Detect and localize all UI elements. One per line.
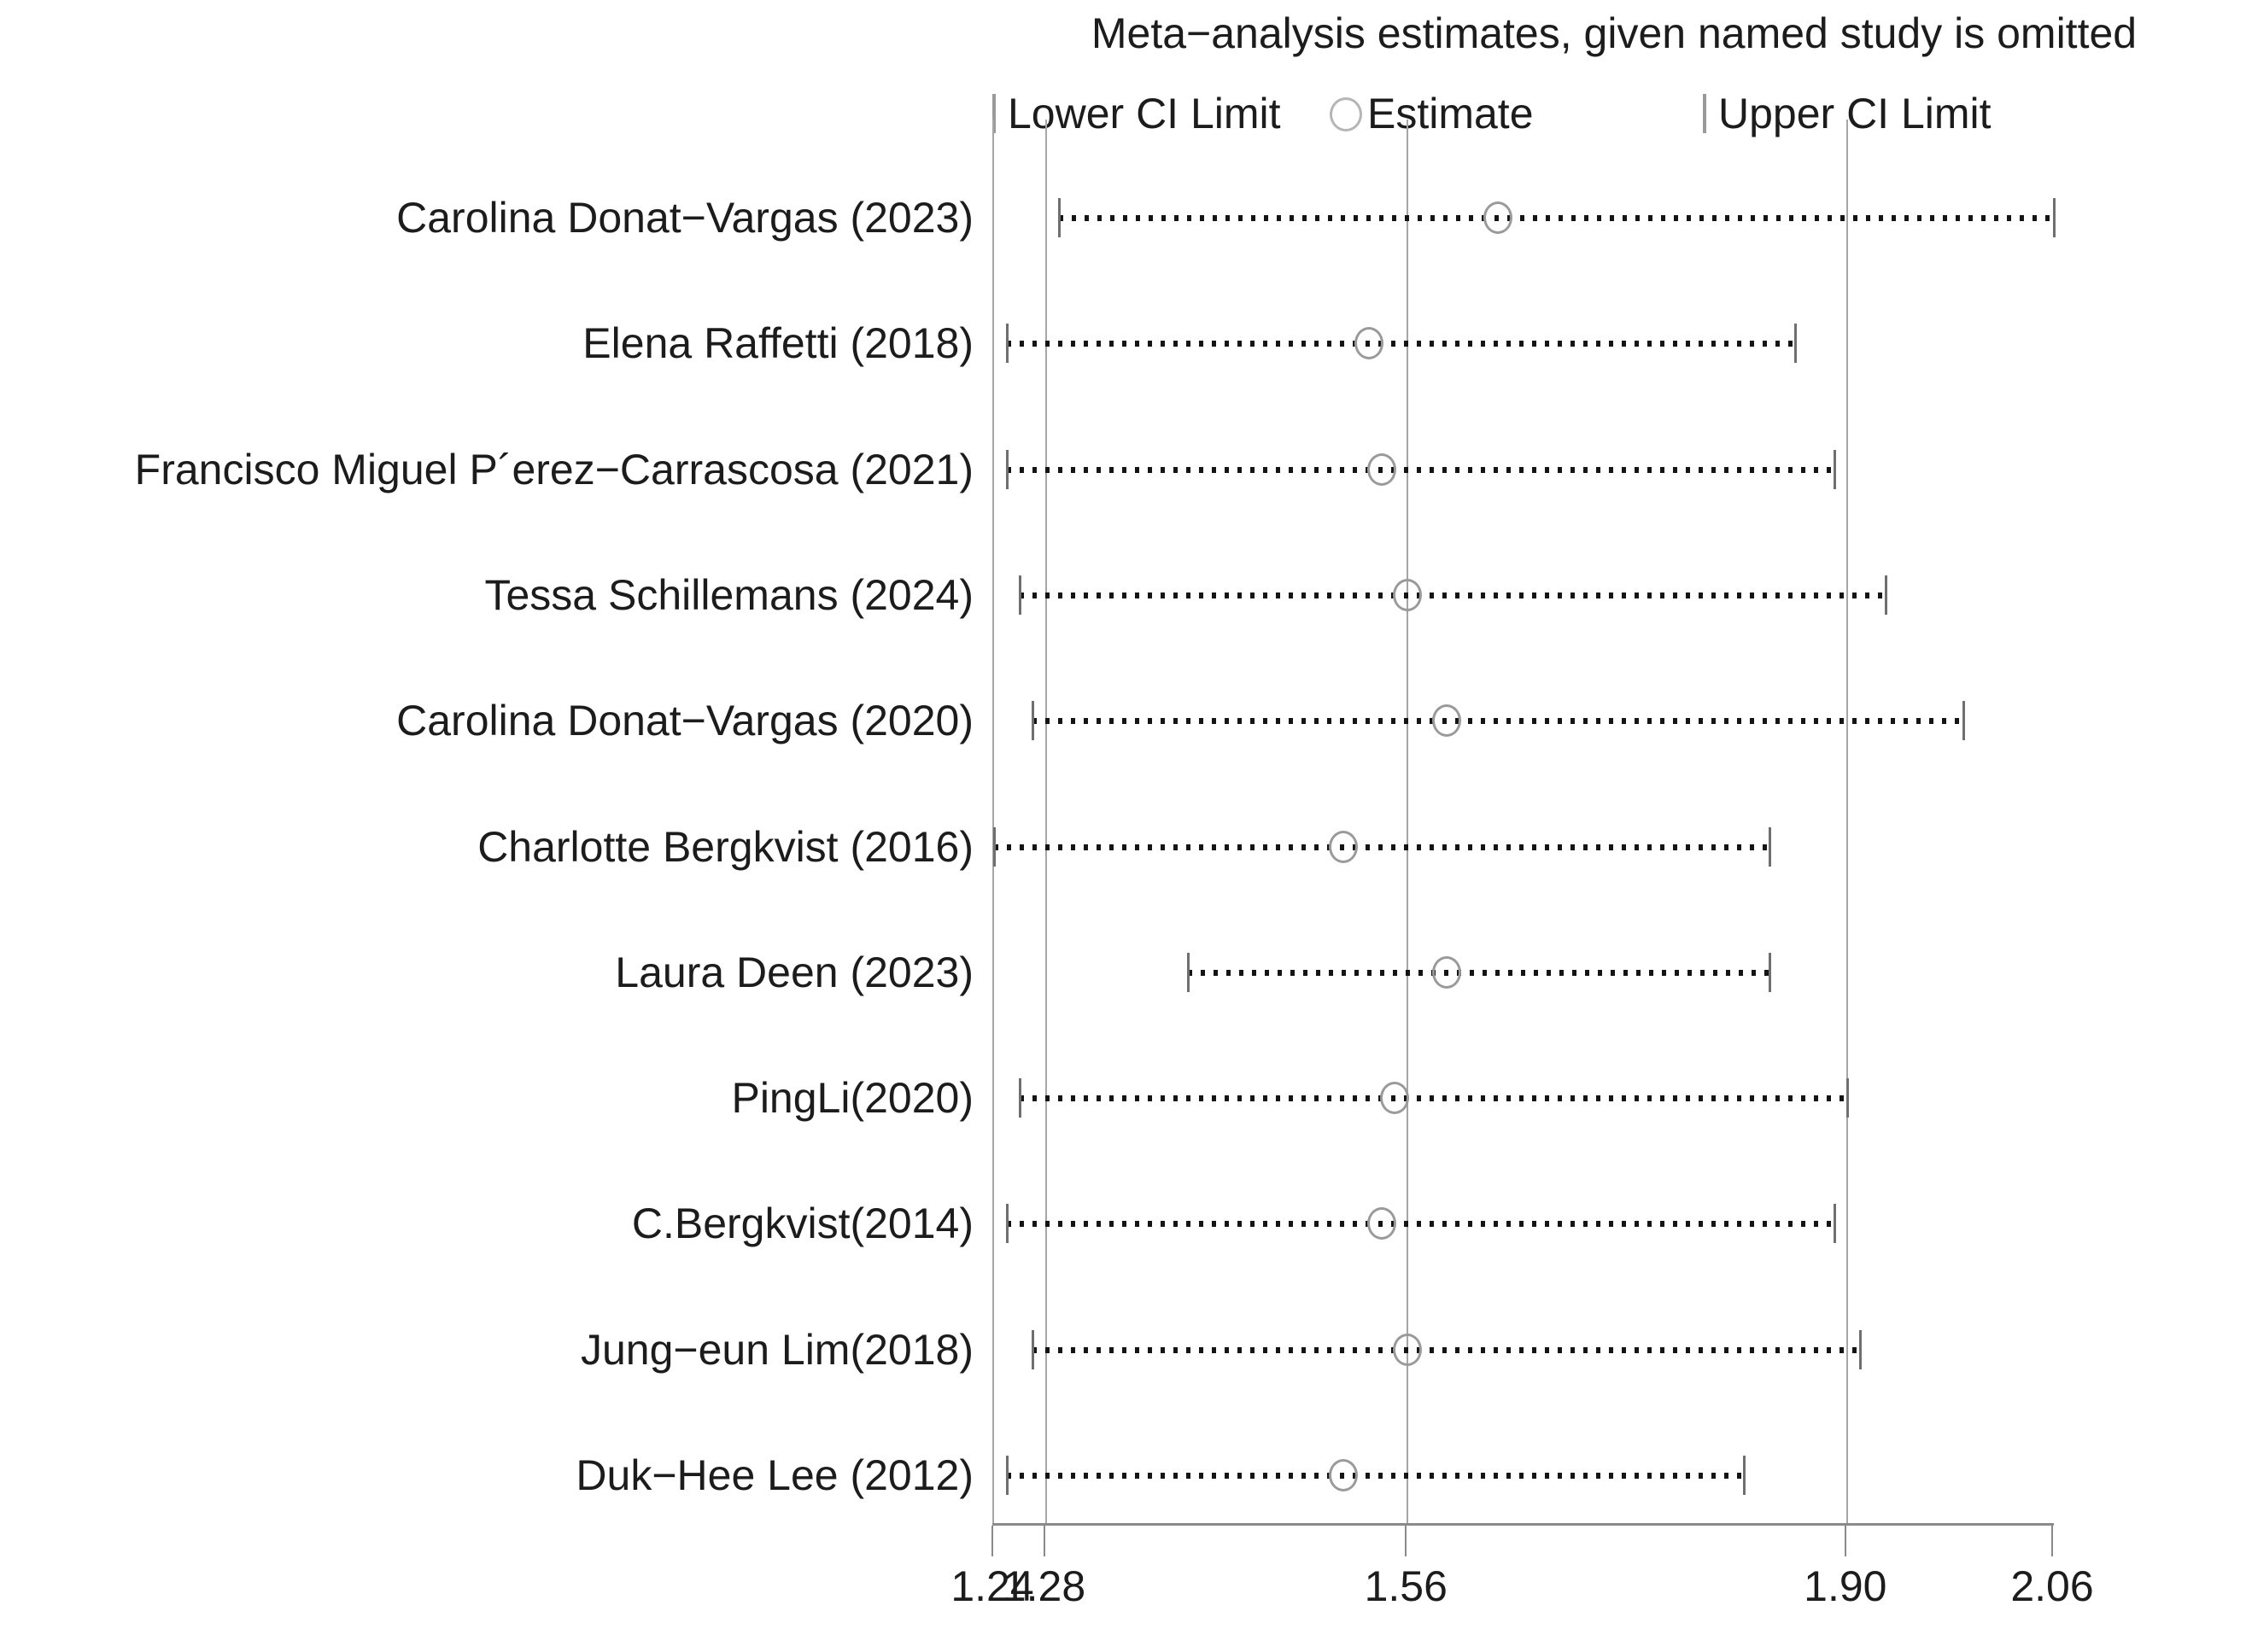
ci-cap-lower <box>1006 1204 1009 1244</box>
ci-cap-lower <box>993 826 996 867</box>
study-label: Charlotte Bergkvist (2016) <box>477 822 974 871</box>
x-axis-tick-label: 1.24 <box>950 1562 1034 1610</box>
reference-line-estimate <box>1407 120 1409 1523</box>
study-label: Carolina Donat−Vargas (2023) <box>396 194 974 242</box>
study-label: Jung−eun Lim(2018) <box>580 1325 974 1374</box>
x-axis-tick-label: 1.28 <box>1002 1562 1086 1610</box>
study-label: Elena Raffetti (2018) <box>582 319 974 368</box>
estimate-marker <box>1367 452 1397 486</box>
ci-dotted-line <box>1020 1095 1847 1102</box>
ci-cap-lower <box>1057 198 1061 237</box>
reference-line-lower-ci <box>1044 120 1047 1523</box>
legend-item-lower-ci: Lower CI Limit <box>992 87 1281 140</box>
x-axis-tick-label: 1.90 <box>1804 1562 1887 1610</box>
ci-dotted-line <box>1058 215 2054 221</box>
ci-cap-lower <box>1032 701 1035 741</box>
estimate-marker <box>1483 201 1513 234</box>
ci-dotted-line <box>1007 1221 1834 1228</box>
ci-cap-upper <box>1885 575 1888 615</box>
x-axis-tick <box>2051 1526 2053 1556</box>
x-axis-tick <box>1043 1526 1045 1556</box>
ci-cap-lower <box>1187 952 1190 992</box>
ci-cap-upper <box>1769 952 1772 992</box>
plot-area <box>992 120 2056 1523</box>
ci-cap-lower <box>1032 1329 1035 1369</box>
ci-cap-lower <box>1006 449 1009 489</box>
ci-cap-upper <box>1742 1456 1746 1495</box>
ci-cap-upper <box>1845 1078 1849 1118</box>
ci-dotted-line <box>1007 466 1834 473</box>
ci-cap-upper <box>1769 826 1772 867</box>
estimate-marker <box>1431 955 1461 989</box>
study-label: Tessa Schillemans (2024) <box>484 570 974 619</box>
lower-ci-cap-icon <box>992 94 996 133</box>
ci-dotted-line <box>1032 718 1964 725</box>
estimate-marker <box>1393 1333 1423 1366</box>
ci-cap-upper <box>2053 198 2056 237</box>
x-axis-tick <box>1405 1526 1407 1556</box>
estimate-marker <box>1328 830 1358 863</box>
ci-dotted-line <box>1007 1473 1744 1479</box>
study-label: Francisco Miguel P´erez−Carrascosa (2021… <box>134 445 974 493</box>
ci-cap-lower <box>1006 324 1009 364</box>
study-label: PingLi(2020) <box>731 1074 974 1123</box>
x-axis-tick <box>1844 1526 1846 1556</box>
ci-dotted-line <box>994 844 1770 850</box>
page-title: Meta−analysis estimates, given named stu… <box>1091 9 2138 57</box>
ci-cap-upper <box>1962 701 1966 741</box>
x-axis-tick-label: 1.56 <box>1364 1562 1448 1610</box>
upper-ci-cap-icon <box>1703 94 1706 133</box>
estimate-marker <box>1380 1082 1410 1115</box>
legend-item-estimate: Estimate <box>1330 87 1534 140</box>
ci-cap-lower <box>1006 1456 1009 1495</box>
study-label: Duk−Hee Lee (2012) <box>576 1451 974 1499</box>
legend-estimate-label: Estimate <box>1367 90 1534 137</box>
x-axis-tick <box>991 1526 993 1556</box>
ci-cap-lower <box>1019 575 1022 615</box>
reference-line-upper-ci <box>1845 120 1848 1523</box>
ci-cap-upper <box>1833 449 1836 489</box>
ci-dotted-line <box>1188 969 1770 976</box>
estimate-marker <box>1328 1459 1358 1491</box>
estimate-marker <box>1354 327 1383 360</box>
study-label: C.Bergkvist(2014) <box>631 1200 974 1248</box>
ci-cap-upper <box>1858 1329 1862 1369</box>
study-label: Carolina Donat−Vargas (2020) <box>396 697 974 745</box>
legend-item-upper-ci: Upper CI Limit <box>1703 87 1992 140</box>
ci-cap-lower <box>1019 1078 1022 1118</box>
legend-upper-ci-label: Upper CI Limit <box>1718 90 1992 137</box>
ci-cap-upper <box>1794 324 1798 364</box>
estimate-marker <box>1393 578 1423 611</box>
ci-dotted-line <box>1020 592 1886 598</box>
x-axis-tick-label: 2.06 <box>2010 1562 2094 1610</box>
study-label: Laura Deen (2023) <box>615 948 974 996</box>
legend-lower-ci-label: Lower CI Limit <box>1008 90 1281 137</box>
ci-dotted-line <box>1032 1346 1860 1353</box>
ci-dotted-line <box>1007 341 1796 347</box>
estimate-circle-icon <box>1330 97 1362 131</box>
estimate-marker <box>1367 1207 1397 1240</box>
estimate-marker <box>1431 704 1461 738</box>
ci-cap-upper <box>1833 1204 1836 1244</box>
x-axis-line <box>992 1523 2054 1526</box>
